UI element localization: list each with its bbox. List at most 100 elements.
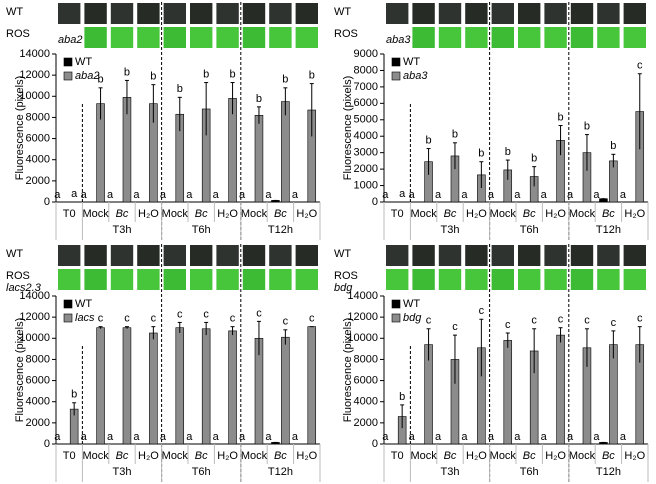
wt-image xyxy=(295,245,318,266)
x-tick-label: Mock xyxy=(569,450,596,462)
x-tick-label: T0 xyxy=(391,208,404,220)
wt-image xyxy=(84,245,107,266)
strip-label: ROS xyxy=(334,28,358,40)
significance-letter: a xyxy=(107,189,114,201)
y-tick-label: 10000 xyxy=(19,90,50,102)
y-tick-label: 10000 xyxy=(347,332,378,344)
wt-image xyxy=(386,245,409,266)
ros-image xyxy=(84,27,107,48)
legend-label: aba3 xyxy=(403,70,428,82)
significance-letter: c xyxy=(177,308,183,320)
ros-image xyxy=(163,269,186,290)
group-label: T3h xyxy=(441,466,460,478)
y-tick-label: 4000 xyxy=(26,396,50,408)
significance-letter: a xyxy=(239,189,246,201)
x-tick-label: Mock xyxy=(410,450,437,462)
y-tick-label: 2000 xyxy=(354,417,378,429)
wt-image xyxy=(597,3,620,24)
ros-image xyxy=(623,269,646,290)
significance-letter: a xyxy=(213,431,220,443)
significance-letter: a xyxy=(435,431,442,443)
y-tick-label: 14000 xyxy=(19,48,50,60)
x-tick-label: H₂O xyxy=(217,208,238,220)
strip-label: WT xyxy=(334,6,351,18)
significance-letter: b xyxy=(71,389,77,401)
x-tick-label: Mock xyxy=(490,208,517,220)
x-tick-label: H₂O xyxy=(545,450,566,462)
ros-image xyxy=(216,27,239,48)
significance-letter: c xyxy=(479,305,485,317)
x-tick-label: T0 xyxy=(63,208,76,220)
significance-letter: c xyxy=(637,60,643,72)
x-tick-label: Bc xyxy=(195,450,208,462)
bar xyxy=(556,334,565,445)
x-tick-label: Mock xyxy=(162,208,189,220)
group-label: T6h xyxy=(192,224,211,236)
x-tick-label: Bc xyxy=(116,450,129,462)
wt-image xyxy=(163,245,186,266)
ros-image xyxy=(190,27,213,48)
x-tick-label: H₂O xyxy=(466,450,487,462)
significance-letter: a xyxy=(399,188,406,200)
significance-letter: c xyxy=(124,313,130,325)
significance-letter: a xyxy=(461,189,468,201)
significance-letter: b xyxy=(531,153,537,165)
y-tick-label: 12000 xyxy=(347,311,378,323)
wt-image xyxy=(110,245,134,266)
x-tick-label: Bc xyxy=(602,208,615,220)
y-tick-label: 12000 xyxy=(19,311,50,323)
x-tick-label: H₂O xyxy=(466,208,487,220)
significance-letter: a xyxy=(186,431,193,443)
x-tick-label: H₂O xyxy=(624,208,645,220)
x-tick-label: T0 xyxy=(63,450,76,462)
y-tick-label: 6000 xyxy=(354,97,378,109)
x-tick-label: Mock xyxy=(162,450,189,462)
y-tick-label: 0 xyxy=(44,196,50,208)
significance-letter: c xyxy=(230,313,236,325)
y-tick-label: 5000 xyxy=(354,114,378,126)
significance-letter: c xyxy=(452,321,458,333)
y-tick-label: 8000 xyxy=(354,353,378,365)
ros-image xyxy=(190,269,213,290)
y-tick-label: 3000 xyxy=(354,147,378,159)
wt-image xyxy=(216,3,239,24)
significance-letter: c xyxy=(98,313,104,325)
wt-image xyxy=(190,245,213,266)
significance-letter: a xyxy=(292,431,299,443)
significance-letter: a xyxy=(71,188,78,200)
legend-label: WT xyxy=(403,298,420,310)
bar xyxy=(307,326,317,445)
significance-letter: c xyxy=(256,307,262,319)
wt-image xyxy=(518,3,541,24)
group-label: T6h xyxy=(192,466,211,478)
significance-letter: c xyxy=(426,315,432,327)
significance-letter: a xyxy=(160,189,167,201)
panel: WT ROS aba3 0 1000 2000 3000 4000 5000 6000 7000 80… xyxy=(334,2,649,240)
ros-image xyxy=(269,269,292,290)
y-tick-label: 0 xyxy=(372,196,378,208)
significance-letter: a xyxy=(409,189,416,201)
group-label: T12h xyxy=(268,224,293,236)
wt-image xyxy=(58,245,81,266)
ros-image xyxy=(163,27,186,48)
x-tick-label: Mock xyxy=(241,208,268,220)
x-tick-label: Bc xyxy=(195,208,208,220)
significance-letter: a xyxy=(239,431,246,443)
wt-image xyxy=(216,245,239,266)
strip-label: ROS xyxy=(6,270,30,282)
group-label: T12h xyxy=(268,466,293,478)
y-tick-label: 1000 xyxy=(354,179,378,191)
significance-letter: b xyxy=(150,71,156,83)
significance-letter: c xyxy=(505,319,511,331)
ros-image xyxy=(137,27,160,48)
wt-image xyxy=(544,3,567,24)
significance-letter: a xyxy=(541,189,548,201)
significance-letter: b xyxy=(203,68,209,80)
significance-letter: c xyxy=(531,315,537,327)
wt-image xyxy=(412,245,435,266)
ros-image xyxy=(269,27,292,48)
group-label: T3h xyxy=(113,224,132,236)
x-tick-label: H₂O xyxy=(138,208,159,220)
ros-image xyxy=(412,27,435,48)
